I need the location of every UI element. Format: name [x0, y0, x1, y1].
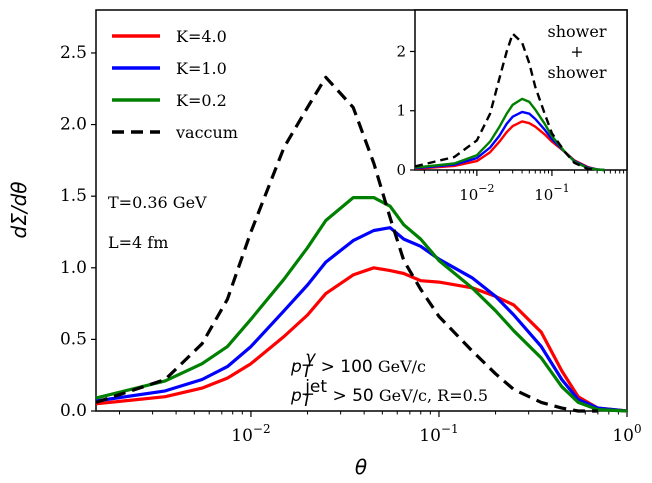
inset-ytick-label: 2	[396, 42, 406, 60]
annotation-jet-cut: pTjet > 50 GeV/c, R=0.5	[290, 377, 488, 411]
main-series-vaccum	[95, 75, 598, 413]
main-legend: K=4.0 K=1.0 K=0.2 vaccum	[112, 27, 238, 142]
inset-ytick-label: 0	[396, 161, 406, 179]
main-series	[95, 75, 628, 413]
inset-yticks: 0 1 2	[396, 42, 415, 179]
annotation-length: L=4 fm	[108, 233, 168, 252]
inset-ytick-label: 1	[396, 102, 406, 120]
main-ylabel: dΣ/dθ	[7, 181, 31, 238]
legend-label-k-0-2: K=0.2	[176, 91, 227, 110]
main-series-k-1-0	[95, 226, 628, 413]
main-xtick-label: 10−1	[419, 422, 458, 446]
main-ytick-label: 0.5	[60, 329, 87, 349]
inset-annotation-line-1: shower	[548, 22, 607, 41]
inset-xticks: 10−2 10−1	[423, 170, 625, 204]
legend-label-k-1-0: K=1.0	[176, 59, 227, 78]
main-series-k-4-0	[95, 266, 628, 413]
main-xtick-label: 100	[612, 422, 641, 446]
inset-series	[414, 32, 605, 172]
main-xtick-label: 10−2	[231, 422, 270, 446]
annotation-temperature: T=0.36 GeV	[108, 193, 207, 212]
inset-annotation-line-2: +	[570, 42, 583, 61]
main-ytick-label: 0.0	[60, 401, 87, 421]
main-yticks: 0.0 0.5 1.0 1.5 2.0 2.5	[60, 43, 96, 421]
inset-xtick-label: 10−2	[459, 182, 494, 204]
inset-xtick-label: 10−1	[534, 182, 569, 204]
inset-annotation-line-3: shower	[548, 63, 607, 82]
annotation-photon-cut: pTγ > 100 GeV/c	[290, 348, 426, 382]
main-ytick-label: 2.0	[60, 115, 87, 135]
main-xlabel: θ	[355, 455, 367, 479]
main-xticks: 10−2 10−1 100	[118, 411, 642, 446]
main-ytick-label: 1.0	[60, 258, 87, 278]
main-series-k-0-2	[95, 196, 628, 413]
main-ytick-label: 2.5	[60, 43, 87, 63]
inset-series-vaccum	[414, 32, 598, 172]
legend-label-vaccum: vaccum	[175, 123, 238, 142]
inset-plot-frame	[414, 9, 628, 171]
main-ytick-label: 1.5	[60, 186, 87, 206]
legend-label-k-4-0: K=4.0	[176, 27, 227, 46]
